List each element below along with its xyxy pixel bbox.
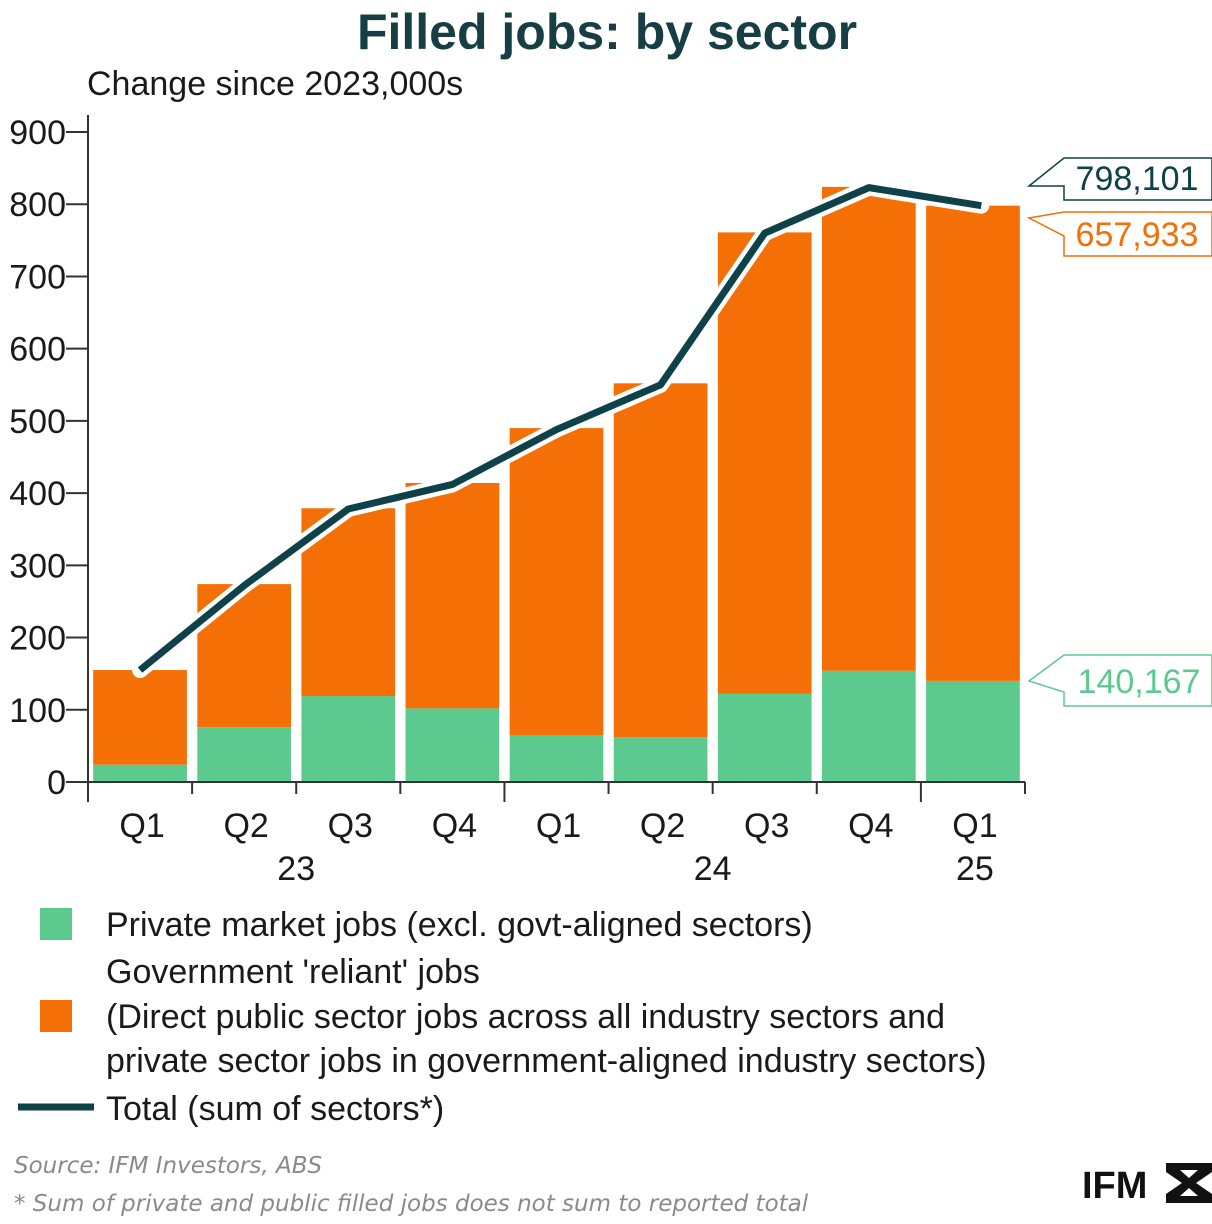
x-tick-label: Q1 [119,807,164,845]
ifm-logo-text: IFM [1082,1165,1147,1207]
x-tick-label: Q2 [223,807,268,845]
y-axis-ticks: 0 100 200 300 400 500 600 700 800 900 [9,114,88,802]
bar-private [613,737,708,782]
y-tick-label: 800 [9,186,66,224]
x-tick-label: Q1 [952,807,997,845]
x-tick-label: Q1 [536,807,581,845]
callout-private-text: 140,167 [1078,663,1201,701]
x-axis-ticks: Q1 Q2 Q3 Q4 Q1 Q2 Q3 Q4 Q1 23 24 25 [87,782,1026,888]
bar-private [197,727,292,782]
ifm-logo-mark [1166,1163,1212,1203]
x-year-label: 25 [956,850,994,888]
y-tick-label: 700 [9,258,66,296]
bar-private [717,693,812,782]
legend-total-label: Total (sum of sectors*) [106,1090,444,1128]
callout-total-box [1026,157,1212,201]
y-tick-label: 300 [9,547,66,585]
y-tick-label: 100 [9,692,66,730]
callout-private: 140,167 [1027,654,1212,707]
ifm-logo: IFM [1082,1163,1212,1207]
chart-title: Filled jobs: by sector [357,4,857,60]
callout-private-box [1027,654,1212,707]
callout-total: 798,101 [1026,157,1212,201]
source-note: Source: IFM Investors, ABS [14,1153,322,1179]
bar-private [926,680,1020,782]
y-tick-label: 600 [9,331,66,369]
y-tick-label: 0 [47,764,66,802]
y-tick-label: 400 [9,475,66,513]
bar-private [301,696,396,782]
x-tick-label: Q3 [328,807,373,845]
legend-private-swatch [40,908,72,940]
legend: Private market jobs (excl. govt-aligned … [18,906,987,1128]
x-year-label: 23 [277,850,315,888]
callout-government: 657,933 [1026,211,1212,257]
chart-subtitle: Change since 2023,000s [87,65,463,103]
callout-government-box [1026,211,1212,257]
y-tick-label: 900 [9,114,66,152]
legend-government-label: Government 'reliant' jobs [106,953,480,991]
callout-government-text: 657,933 [1076,216,1199,254]
legend-government-desc-line2: private sector jobs in government-aligne… [106,1042,987,1080]
x-tick-label: Q3 [744,807,789,845]
bar-government [93,670,187,765]
x-tick-label: Q4 [848,807,893,845]
bar-government [613,383,708,738]
total-line-group [132,179,990,679]
legend-private-label: Private market jobs (excl. govt-aligned … [106,906,813,944]
axes [87,115,1025,783]
footnote: * Sum of private and public filled jobs … [14,1191,809,1217]
x-tick-label: Q4 [432,807,477,845]
bar-government [717,232,812,694]
bar-private [821,670,916,782]
callout-total-text: 798,101 [1076,160,1199,198]
y-tick-label: 200 [9,620,66,658]
bar-private [509,735,604,782]
legend-government-desc-line1: (Direct public sector jobs across all in… [106,998,945,1036]
y-tick-label: 500 [9,403,66,441]
bar-government [821,186,916,671]
bar-government [509,428,604,736]
legend-government-swatch [40,1000,72,1032]
bar-private [93,764,187,782]
x-year-label: 24 [694,850,732,888]
bar-government [405,483,500,709]
bar-private [405,708,500,782]
bar-government [926,205,1020,681]
x-tick-label: Q2 [640,807,685,845]
bar-group [93,186,1020,782]
